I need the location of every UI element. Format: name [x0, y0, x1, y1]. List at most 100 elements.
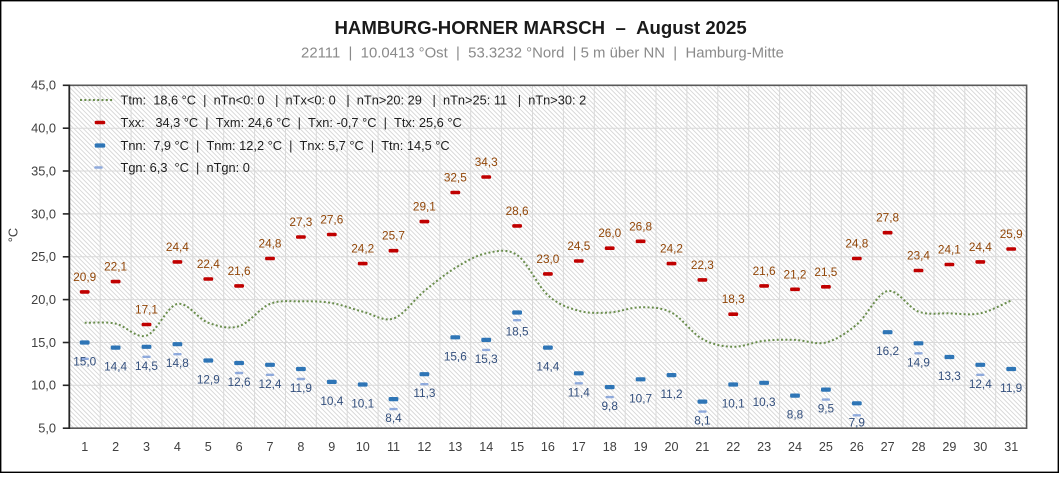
svg-text:22,3: 22,3 [691, 258, 714, 272]
svg-text:12: 12 [417, 440, 431, 454]
svg-text:18,3: 18,3 [722, 292, 745, 306]
svg-text:29,1: 29,1 [413, 200, 436, 214]
svg-text:21,6: 21,6 [228, 264, 251, 278]
svg-text:31: 31 [1004, 440, 1018, 454]
svg-text:8: 8 [297, 440, 304, 454]
svg-text:3: 3 [143, 440, 150, 454]
svg-text:14,5: 14,5 [135, 359, 158, 373]
svg-text:30: 30 [973, 440, 987, 454]
svg-text:9,5: 9,5 [818, 402, 835, 416]
svg-text:18: 18 [603, 440, 617, 454]
svg-text:18,5: 18,5 [506, 325, 529, 339]
svg-text:23: 23 [757, 440, 771, 454]
svg-text:24,2: 24,2 [351, 242, 374, 256]
svg-text:8,4: 8,4 [385, 411, 402, 425]
svg-text:7: 7 [266, 440, 273, 454]
svg-text:19: 19 [634, 440, 648, 454]
svg-text:26,8: 26,8 [629, 219, 652, 233]
svg-text:22,1: 22,1 [104, 260, 127, 274]
svg-text:27,3: 27,3 [289, 215, 312, 229]
svg-text:11,4: 11,4 [568, 385, 591, 399]
svg-text:28,6: 28,6 [506, 204, 529, 218]
svg-text:34,3: 34,3 [475, 155, 498, 169]
svg-text:14,8: 14,8 [166, 356, 189, 370]
svg-text:20: 20 [664, 440, 678, 454]
svg-text:Tnn: 7,9 °C | Tnm: 12,2 °C: Tnn: 7,9 °C | Tnm: 12,2 °C | Tnx: 5,7 °C… [121, 138, 450, 153]
svg-text:10,1: 10,1 [351, 397, 374, 411]
svg-text:°C: °C [6, 228, 21, 242]
svg-text:8,8: 8,8 [787, 408, 804, 422]
svg-text:10,3: 10,3 [753, 395, 776, 409]
svg-text:25: 25 [819, 440, 833, 454]
svg-text:27: 27 [881, 440, 895, 454]
svg-text:1: 1 [81, 440, 88, 454]
svg-text:12,9: 12,9 [197, 373, 220, 387]
svg-text:Txx: 34,3 °C | Txm: 24,6 °: Txx: 34,3 °C | Txm: 24,6 °C | Txn: -0,7 … [121, 115, 462, 130]
svg-text:HAMBURG-HORNER MARSCH – Augu: HAMBURG-HORNER MARSCH – August 2025 [334, 17, 746, 38]
svg-text:9,8: 9,8 [601, 399, 618, 413]
svg-text:40,0: 40,0 [31, 121, 56, 136]
svg-text:11: 11 [387, 440, 400, 454]
svg-text:11,9: 11,9 [1000, 381, 1022, 395]
svg-text:4: 4 [174, 440, 181, 454]
svg-text:15,6: 15,6 [444, 349, 467, 363]
svg-text:11,9: 11,9 [290, 381, 312, 395]
svg-text:13: 13 [448, 440, 462, 454]
svg-text:24,5: 24,5 [567, 239, 590, 253]
svg-text:23,0: 23,0 [536, 252, 559, 266]
svg-text:21,2: 21,2 [784, 267, 807, 281]
svg-text:24,1: 24,1 [938, 243, 961, 257]
svg-text:20,9: 20,9 [73, 270, 96, 284]
svg-text:12,4: 12,4 [259, 377, 282, 391]
svg-text:24,4: 24,4 [969, 240, 992, 254]
svg-text:16,2: 16,2 [876, 344, 899, 358]
svg-text:17,1: 17,1 [135, 303, 158, 317]
svg-text:30,0: 30,0 [31, 206, 56, 221]
svg-text:21,6: 21,6 [753, 264, 776, 278]
svg-text:24,8: 24,8 [259, 237, 282, 251]
svg-text:25,0: 25,0 [31, 249, 56, 264]
svg-text:24: 24 [788, 440, 802, 454]
svg-text:25,9: 25,9 [1000, 227, 1023, 241]
svg-text:14,4: 14,4 [104, 360, 127, 374]
svg-text:15: 15 [510, 440, 524, 454]
svg-text:12,6: 12,6 [228, 375, 251, 389]
svg-text:28: 28 [911, 440, 925, 454]
svg-text:10,1: 10,1 [722, 397, 745, 411]
svg-text:15,3: 15,3 [475, 352, 498, 366]
svg-text:24,4: 24,4 [166, 240, 189, 254]
svg-text:21: 21 [695, 440, 709, 454]
svg-text:16: 16 [541, 440, 555, 454]
svg-text:24,2: 24,2 [660, 242, 683, 256]
svg-text:45,0: 45,0 [31, 78, 56, 93]
svg-text:35,0: 35,0 [31, 163, 56, 178]
svg-text:23,4: 23,4 [907, 249, 930, 263]
svg-text:8,1: 8,1 [694, 414, 710, 428]
svg-text:20,0: 20,0 [31, 292, 56, 307]
svg-text:14: 14 [479, 440, 493, 454]
svg-text:15,0: 15,0 [73, 355, 96, 369]
svg-text:32,5: 32,5 [444, 171, 467, 185]
svg-text:Tgn: 6,3 °C | nTgn: 0: Tgn: 6,3 °C | nTgn: 0 [121, 160, 250, 175]
svg-text:13,3: 13,3 [938, 369, 961, 383]
svg-text:27,6: 27,6 [320, 213, 343, 227]
svg-text:10,7: 10,7 [629, 391, 652, 405]
svg-text:22111 | 10.0413 °Ost | 53.: 22111 | 10.0413 °Ost | 53.3232 °Nord | 5… [301, 45, 784, 61]
svg-text:26: 26 [850, 440, 864, 454]
svg-text:10: 10 [356, 440, 370, 454]
svg-text:14,4: 14,4 [536, 360, 559, 374]
svg-text:10,0: 10,0 [31, 378, 56, 393]
svg-text:17: 17 [572, 440, 586, 454]
svg-text:26,0: 26,0 [598, 226, 621, 240]
svg-text:21,5: 21,5 [814, 265, 837, 279]
svg-text:Ttm: 18,6 °C | nTn<0: 0 |: Ttm: 18,6 °C | nTn<0: 0 | nTx<0: 0 | nTn… [121, 93, 587, 108]
svg-text:12,4: 12,4 [969, 377, 992, 391]
svg-text:14,9: 14,9 [907, 355, 930, 369]
svg-text:22: 22 [726, 440, 740, 454]
svg-text:24,8: 24,8 [845, 237, 868, 251]
svg-text:9: 9 [328, 440, 335, 454]
svg-text:5: 5 [205, 440, 212, 454]
svg-text:27,8: 27,8 [876, 211, 899, 225]
svg-text:22,4: 22,4 [197, 257, 220, 271]
svg-text:7,9: 7,9 [849, 415, 865, 429]
